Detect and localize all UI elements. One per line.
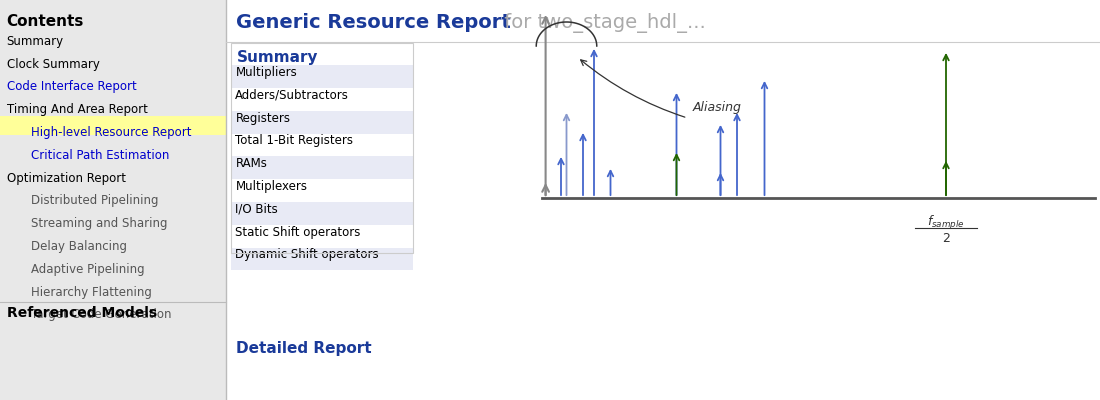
Text: Multiplexers: Multiplexers (235, 180, 307, 193)
Bar (0, 116, 226, 135)
Text: Distributed Pipelining: Distributed Pipelining (31, 194, 158, 208)
Bar (0, 0, 226, 400)
Text: Summary: Summary (236, 50, 318, 65)
Bar (231, 202, 412, 225)
Text: Target Code Generation: Target Code Generation (31, 308, 172, 322)
Text: 2: 2 (942, 232, 950, 245)
Text: Aliasing: Aliasing (693, 101, 741, 114)
Text: Multipliers: Multipliers (235, 66, 297, 79)
Text: Registers: Registers (235, 112, 290, 125)
Text: Adders/Subtractors: Adders/Subtractors (235, 89, 350, 102)
Text: for two_stage_hdl_...: for two_stage_hdl_... (498, 13, 706, 33)
Text: I/O Bits: I/O Bits (235, 203, 278, 216)
Text: Delay Balancing: Delay Balancing (31, 240, 126, 253)
Text: Streaming and Sharing: Streaming and Sharing (31, 217, 167, 230)
Text: Detailed Report: Detailed Report (236, 341, 372, 356)
Text: Optimization Report: Optimization Report (7, 172, 125, 185)
Text: Timing And Area Report: Timing And Area Report (7, 103, 147, 116)
Text: Referenced Models: Referenced Models (7, 306, 156, 320)
Text: High-level Resource Report: High-level Resource Report (31, 126, 191, 139)
Text: Hierarchy Flattening: Hierarchy Flattening (31, 286, 152, 299)
Text: Total 1-Bit Registers: Total 1-Bit Registers (235, 134, 353, 148)
Text: $f_{sample}$: $f_{sample}$ (927, 214, 965, 232)
Text: Generic Resource Report: Generic Resource Report (236, 13, 512, 32)
Bar (231, 111, 412, 134)
Text: Critical Path Estimation: Critical Path Estimation (31, 149, 169, 162)
Text: Clock Summary: Clock Summary (7, 58, 99, 70)
Text: Summary: Summary (7, 35, 64, 48)
Text: Contents: Contents (7, 14, 84, 29)
Bar (231, 156, 412, 179)
Text: RAMs: RAMs (235, 157, 267, 170)
Bar (231, 43, 412, 253)
Text: Static Shift operators: Static Shift operators (235, 226, 361, 239)
Text: Dynamic Shift operators: Dynamic Shift operators (235, 248, 380, 262)
Bar (231, 248, 412, 270)
Text: Adaptive Pipelining: Adaptive Pipelining (31, 263, 144, 276)
Bar (231, 65, 412, 88)
Text: Code Interface Report: Code Interface Report (7, 80, 136, 94)
